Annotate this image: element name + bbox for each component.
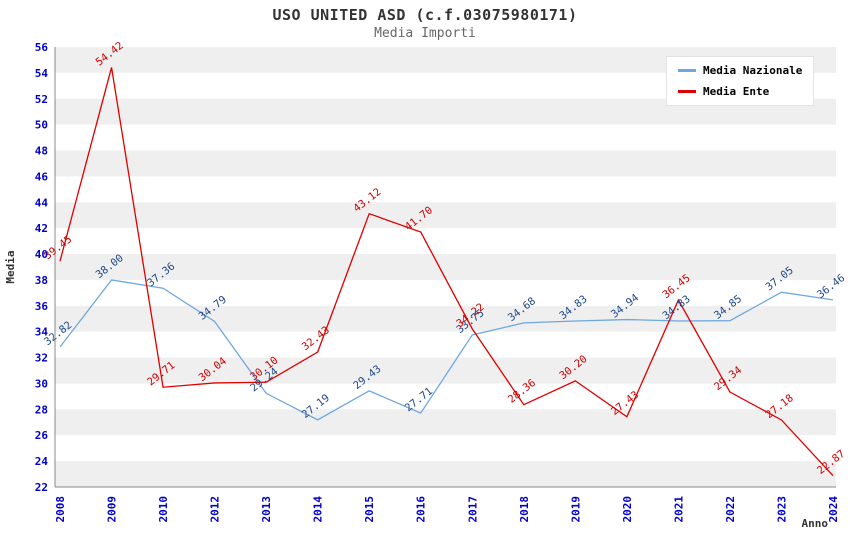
x-tick-label: 2020: [621, 496, 634, 523]
y-tick-label: 48: [35, 145, 48, 158]
grid-band: [55, 150, 836, 177]
legend-label-media-nazionale: Media Nazionale: [703, 64, 803, 77]
x-tick-label: 2009: [106, 496, 119, 523]
y-tick-label: 56: [35, 41, 49, 54]
x-ticks: 2008 2009 2010 2012 2013 2014 2015 2016 2017 2018…: [54, 496, 840, 523]
y-tick-label: 44: [35, 196, 49, 209]
x-tick-label: 2024: [827, 496, 840, 523]
legend-item-media-nazionale: Media Nazionale: [678, 64, 802, 77]
x-tick-label: 2016: [415, 496, 428, 523]
x-tick-label: 2012: [209, 496, 222, 523]
legend: Media Nazionale Media Ente: [666, 56, 815, 106]
y-tick-label: 36: [35, 300, 49, 313]
y-tick-label: 34: [35, 326, 49, 339]
legend-item-media-ente: Media Ente: [678, 85, 802, 98]
y-tick-label: 52: [35, 93, 48, 106]
x-tick-label: 2010: [157, 496, 170, 523]
y-axis-title: Media: [4, 250, 17, 283]
y-tick-label: 22: [35, 481, 48, 494]
grid-band: [55, 124, 836, 151]
grid-band: [55, 383, 836, 410]
grid-band: [55, 409, 836, 436]
y-tick-label: 24: [35, 455, 49, 468]
y-tick-label: 42: [35, 222, 48, 235]
x-tick-label: 2014: [312, 496, 325, 523]
y-tick-label: 50: [35, 119, 48, 132]
grid-band: [55, 254, 836, 280]
y-tick-label: 32: [35, 352, 48, 365]
chart-subtitle: Media Importi: [374, 26, 476, 41]
chart-title: USO UNITED ASD (c.f.03075980171): [272, 6, 578, 24]
x-tick-label: 2008: [54, 496, 67, 523]
legend-swatch-media-ente: [678, 90, 696, 93]
y-ticks: 22 24 26 28 30 32 34 36 38 40 42 44 46 48 50 52 54 56: [35, 41, 49, 494]
x-tick-label: 2013: [260, 496, 273, 523]
grid-band: [55, 228, 836, 255]
y-tick-label: 40: [35, 248, 48, 261]
legend-swatch-media-nazionale: [678, 69, 696, 72]
y-tick-label: 30: [35, 377, 48, 390]
series-lines: [59, 67, 834, 477]
x-tick-label: 2017: [466, 496, 479, 523]
grid-band: [55, 279, 836, 306]
grid-band: [55, 331, 836, 358]
grid-band: [55, 435, 836, 462]
series-line-1: [59, 279, 834, 421]
y-tick-label: 46: [35, 170, 49, 183]
plot-bands: [54, 47, 836, 488]
legend-label-media-ente: Media Ente: [703, 85, 770, 98]
grid-band: [55, 357, 836, 384]
x-tick-label: 2015: [363, 496, 376, 523]
y-tick-label: 38: [35, 274, 48, 287]
series-line-2: [59, 67, 834, 477]
y-tick-label: 54: [35, 67, 49, 80]
grid-band: [55, 305, 836, 332]
x-tick-label: 2021: [672, 496, 685, 523]
y-tick-label: 28: [35, 403, 48, 416]
x-tick-label: 2022: [724, 496, 737, 523]
grid-band: [55, 202, 836, 229]
x-tick-label: 2023: [775, 496, 788, 523]
grid-band: [55, 461, 836, 487]
x-axis-title: Anno: [802, 517, 829, 530]
grid-band: [55, 176, 836, 203]
y-tick-label: 26: [35, 429, 49, 442]
x-tick-label: 2019: [569, 496, 582, 523]
x-tick-label: 2018: [518, 496, 531, 523]
